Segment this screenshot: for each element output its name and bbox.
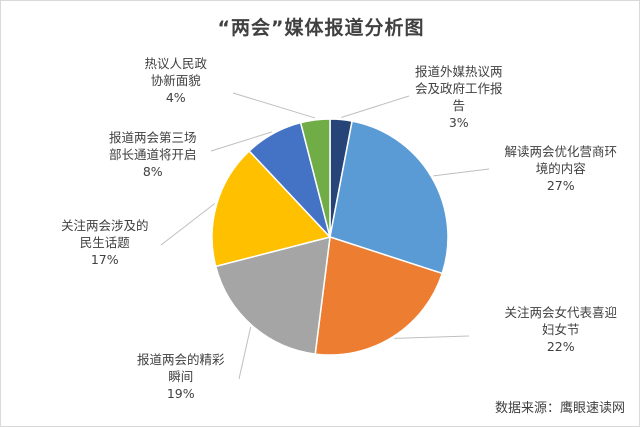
- leader-line: [160, 203, 216, 246]
- slice-value-label: 3%: [448, 115, 469, 130]
- slice-label-text: 境的内容: [535, 161, 586, 176]
- slice-label-text: 热议人民政: [144, 56, 208, 71]
- slice-label: 关注两会涉及的 民生话题 17%: [61, 217, 149, 268]
- slice-label-text: 报道两会的精彩: [137, 352, 225, 367]
- pie-slice: [329, 120, 449, 275]
- slice-label: 解读两会优化营商环 境的内容 27%: [505, 143, 618, 194]
- slice-value-label: 17%: [90, 252, 119, 267]
- pie-slice: [314, 236, 444, 356]
- slice-label-text: 会及政府工作报: [415, 81, 503, 96]
- leader-line: [232, 92, 316, 119]
- slice-label-text: 告: [452, 98, 466, 113]
- leader-line: [433, 168, 490, 177]
- leader-line: [394, 335, 470, 339]
- slice-label-text: 报道外媒热议两: [415, 64, 503, 79]
- slice-label: 热议人民政协新面貌 4%: [145, 55, 208, 106]
- slice-label-text: 瞬间: [168, 369, 194, 384]
- leader-line: [341, 95, 410, 119]
- slice-value-label: 8%: [142, 164, 163, 179]
- slice-label-text: 关注两会女代表喜迎: [504, 305, 618, 320]
- chart-title: “两会”媒体报道分析图: [217, 17, 425, 39]
- slice-label-text: 部长通道将开启: [109, 147, 197, 162]
- slice-label-text: 协新面貌: [150, 73, 201, 88]
- slice-label-text: 妇女节: [542, 322, 580, 337]
- slice-label-text: 民生话题: [79, 235, 130, 250]
- source-note: 数据来源：鹰眼速读网: [494, 401, 625, 416]
- slice-value-label: 19%: [166, 386, 195, 401]
- slice-label-text: 报道两会第三场: [109, 130, 197, 145]
- leader-line: [238, 326, 252, 380]
- leader-line: [210, 131, 273, 152]
- pie-slice: [299, 118, 331, 238]
- slice-label: 报道两会第三场 部长通道将开启 8%: [109, 129, 197, 180]
- slice-label-text: 解读两会优化营商环: [504, 144, 618, 159]
- slice-label: 报道外媒热议两 会及政府工作报告 3%: [415, 63, 503, 131]
- slice-value-label: 27%: [546, 178, 575, 193]
- pie-slice: [214, 235, 331, 355]
- slice-value-label: 4%: [165, 90, 186, 105]
- slice-label-text: 关注两会涉及的: [61, 218, 149, 233]
- pie-slice: [211, 149, 332, 268]
- slice-label: 报道两会的精彩 瞬间 19%: [137, 351, 225, 402]
- slice-value-label: 22%: [546, 339, 575, 354]
- slice-label: 关注两会女代表喜迎 妇女节 22%: [505, 304, 618, 355]
